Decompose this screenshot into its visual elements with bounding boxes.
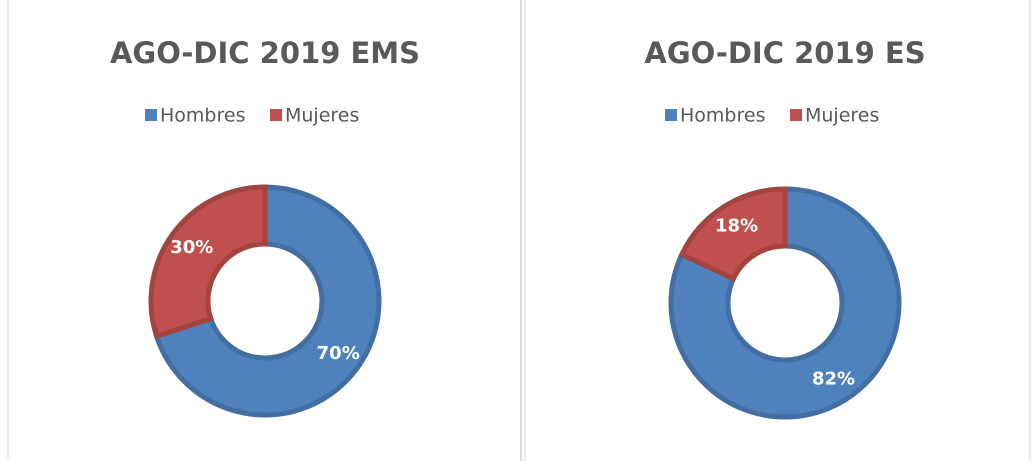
- legend-label: Hombres: [680, 105, 765, 127]
- data-label: 70%: [317, 343, 360, 364]
- donut-slice: [148, 184, 268, 340]
- legend-label: Hombres: [160, 105, 245, 127]
- legend-swatch: [790, 109, 802, 121]
- legend-label: Mujeres: [285, 105, 359, 127]
- data-label: 82%: [812, 368, 855, 389]
- data-label: 30%: [170, 237, 213, 258]
- donut-slice: [668, 186, 902, 420]
- legend-swatch: [270, 109, 282, 121]
- chart-title: AGO-DIC 2019 EMS: [110, 36, 420, 70]
- legend-swatch: [145, 109, 157, 121]
- legend-label: Mujeres: [805, 105, 879, 127]
- donut-slice: [153, 184, 382, 418]
- chart-title: AGO-DIC 2019 ES: [644, 36, 925, 70]
- legend-swatch: [665, 109, 677, 121]
- donut-slice: [678, 186, 788, 283]
- data-label: 18%: [715, 216, 758, 237]
